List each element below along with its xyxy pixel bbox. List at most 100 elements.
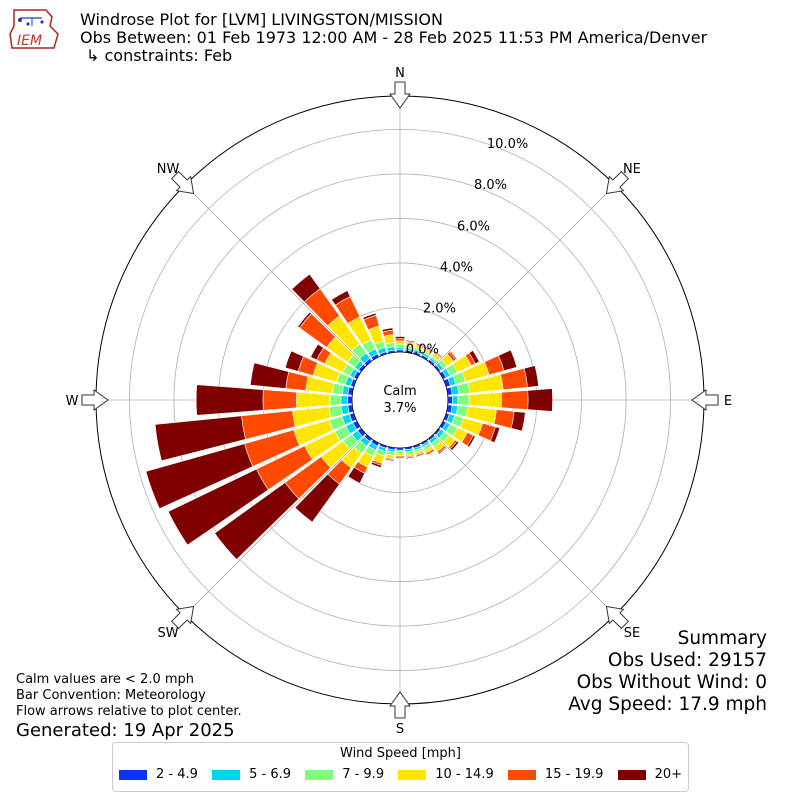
iem-logo: IEM bbox=[9, 9, 59, 49]
wind-bar-segment bbox=[395, 343, 405, 349]
legend-swatch bbox=[212, 769, 241, 780]
flow-arrow-icon bbox=[389, 691, 411, 719]
legend-label: 15 - 19.9 bbox=[544, 767, 604, 782]
axis-labels: N NE E SE S SW W NW 0.0% 2.0% 4.0% 6.0% 8.0% 10.0% bbox=[66, 66, 733, 737]
wind-bar-segment bbox=[415, 452, 425, 458]
compass-label: SE bbox=[624, 626, 640, 641]
wind-bar-segment bbox=[451, 395, 459, 405]
flow-arrows bbox=[81, 81, 719, 719]
wind-bar-segment bbox=[395, 340, 405, 345]
wind-bar-segment bbox=[457, 394, 470, 406]
wind-bar-segment bbox=[510, 411, 526, 432]
wind-bar-segment bbox=[500, 367, 528, 391]
flow-arrow-icon bbox=[605, 605, 630, 630]
wind-bar-segment bbox=[395, 456, 405, 459]
grid-spoke bbox=[433, 184, 616, 367]
legend-item: 15 - 19.9 bbox=[507, 767, 604, 782]
wind-bar-segment bbox=[291, 273, 321, 303]
chart-title: Windrose Plot for [LVM] LIVINGSTON/MISSI… bbox=[80, 11, 707, 65]
wind-bar-segment bbox=[250, 362, 290, 389]
legend-swatch bbox=[305, 769, 334, 780]
radial-tick-label: 0.0% bbox=[406, 343, 439, 358]
wind-bar-segment bbox=[154, 415, 246, 462]
wind-bar-segment bbox=[195, 384, 264, 416]
radial-tick-label: 6.0% bbox=[457, 219, 490, 234]
legend-item: 10 - 14.9 bbox=[398, 767, 494, 782]
wind-bar-segment bbox=[284, 350, 304, 372]
title-line-3: ↳ constraints: Feb bbox=[86, 46, 233, 65]
wind-bar-segment bbox=[500, 390, 529, 410]
wind-bar-segment bbox=[434, 350, 443, 359]
wind-bar-segment bbox=[328, 405, 344, 418]
wind-bar-segment bbox=[447, 395, 453, 405]
wind-bar-segment bbox=[498, 349, 518, 372]
legend-item: 20+ bbox=[617, 767, 682, 782]
flow-arrow-icon bbox=[81, 389, 109, 411]
svg-text:IEM: IEM bbox=[17, 33, 42, 49]
bar-convention-note: Bar Convention: Meteorology bbox=[16, 688, 206, 703]
wind-bar-segment bbox=[370, 461, 382, 469]
obs-used: Obs Used: 29157 bbox=[607, 650, 767, 671]
wind-bar-segment bbox=[297, 311, 312, 329]
radial-tick-label: 4.0% bbox=[440, 260, 473, 275]
wind-bar-segment bbox=[449, 440, 460, 452]
legend-label: 5 - 6.9 bbox=[249, 767, 291, 782]
wind-bar-segment bbox=[490, 426, 501, 444]
generated-date: Generated: 19 Apr 2025 bbox=[16, 720, 235, 741]
wind-bar-segment bbox=[405, 455, 415, 460]
wind-bar-segment bbox=[449, 350, 458, 361]
wind-bar-segment bbox=[468, 349, 480, 365]
wind-bar-segment bbox=[455, 405, 469, 418]
wind-bar-segment bbox=[384, 458, 395, 462]
title-line-2: Obs Between: 01 Feb 1973 12:00 AM - 28 F… bbox=[80, 28, 708, 47]
legend-label: 7 - 9.9 bbox=[342, 767, 385, 782]
wind-bar-segment bbox=[310, 343, 324, 361]
legend-label: 20+ bbox=[654, 767, 682, 782]
legend-swatch bbox=[617, 769, 646, 780]
flow-note: Flow arrows relative to plot center. bbox=[16, 704, 242, 719]
legend-items: 2 - 4.9 5 - 6.9 7 - 9.9 10 - 14.9 15 - 19.9 2… bbox=[119, 767, 682, 782]
grid-spoke bbox=[433, 433, 616, 616]
wind-bar-segment bbox=[466, 434, 476, 448]
avg-speed: Avg Speed: 17.9 mph bbox=[568, 694, 767, 715]
grid-spoke bbox=[184, 184, 367, 367]
legend-swatch bbox=[507, 769, 536, 780]
polar-grid bbox=[95, 95, 705, 705]
wind-bar-segment bbox=[294, 473, 340, 523]
wind-bar-segment bbox=[493, 409, 515, 429]
compass-label: NW bbox=[157, 162, 180, 177]
wind-bar-segment bbox=[329, 394, 342, 406]
legend-label: 10 - 14.9 bbox=[435, 767, 494, 782]
calm-label: Calm bbox=[383, 384, 416, 399]
wind-bar-segment bbox=[468, 392, 502, 408]
obs-without-wind: Obs Without Wind: 0 bbox=[576, 672, 767, 693]
wind-bar-segment bbox=[424, 346, 434, 353]
legend: Wind Speed [mph] 2 - 4.9 5 - 6.9 7 - 9.9 10… bbox=[112, 742, 689, 792]
summary-panel: Summary Obs Used: 29157 Obs Without Wind… bbox=[568, 628, 767, 716]
wind-bar-segment bbox=[426, 450, 435, 456]
compass-label: NE bbox=[623, 162, 641, 177]
wind-bar-segment bbox=[340, 395, 349, 405]
legend-item: 2 - 4.9 bbox=[119, 767, 198, 782]
wind-bar-segment bbox=[362, 312, 377, 321]
wind-bar-segment bbox=[415, 342, 425, 348]
flow-arrow-icon bbox=[605, 170, 630, 195]
wind-bar-segment bbox=[167, 468, 269, 546]
calm-value: 3.7% bbox=[383, 401, 416, 416]
radial-tick-label: 10.0% bbox=[487, 137, 528, 152]
wind-bar-segment bbox=[523, 365, 539, 388]
summary-heading: Summary bbox=[677, 628, 767, 649]
grid-spoke bbox=[184, 433, 367, 616]
wind-bar-segment bbox=[285, 371, 309, 391]
flow-arrow-icon bbox=[170, 170, 195, 195]
wind-bar-segment bbox=[347, 395, 353, 405]
compass-label: E bbox=[724, 394, 732, 409]
radial-tick-label: 2.0% bbox=[423, 302, 456, 317]
legend-swatch bbox=[398, 769, 427, 780]
wind-bar-segment bbox=[262, 389, 297, 411]
radial-tick-label: 8.0% bbox=[474, 178, 507, 193]
flow-arrow-icon bbox=[389, 81, 411, 109]
wind-bar-segment bbox=[394, 336, 406, 340]
wind-bar-segment bbox=[381, 327, 394, 333]
